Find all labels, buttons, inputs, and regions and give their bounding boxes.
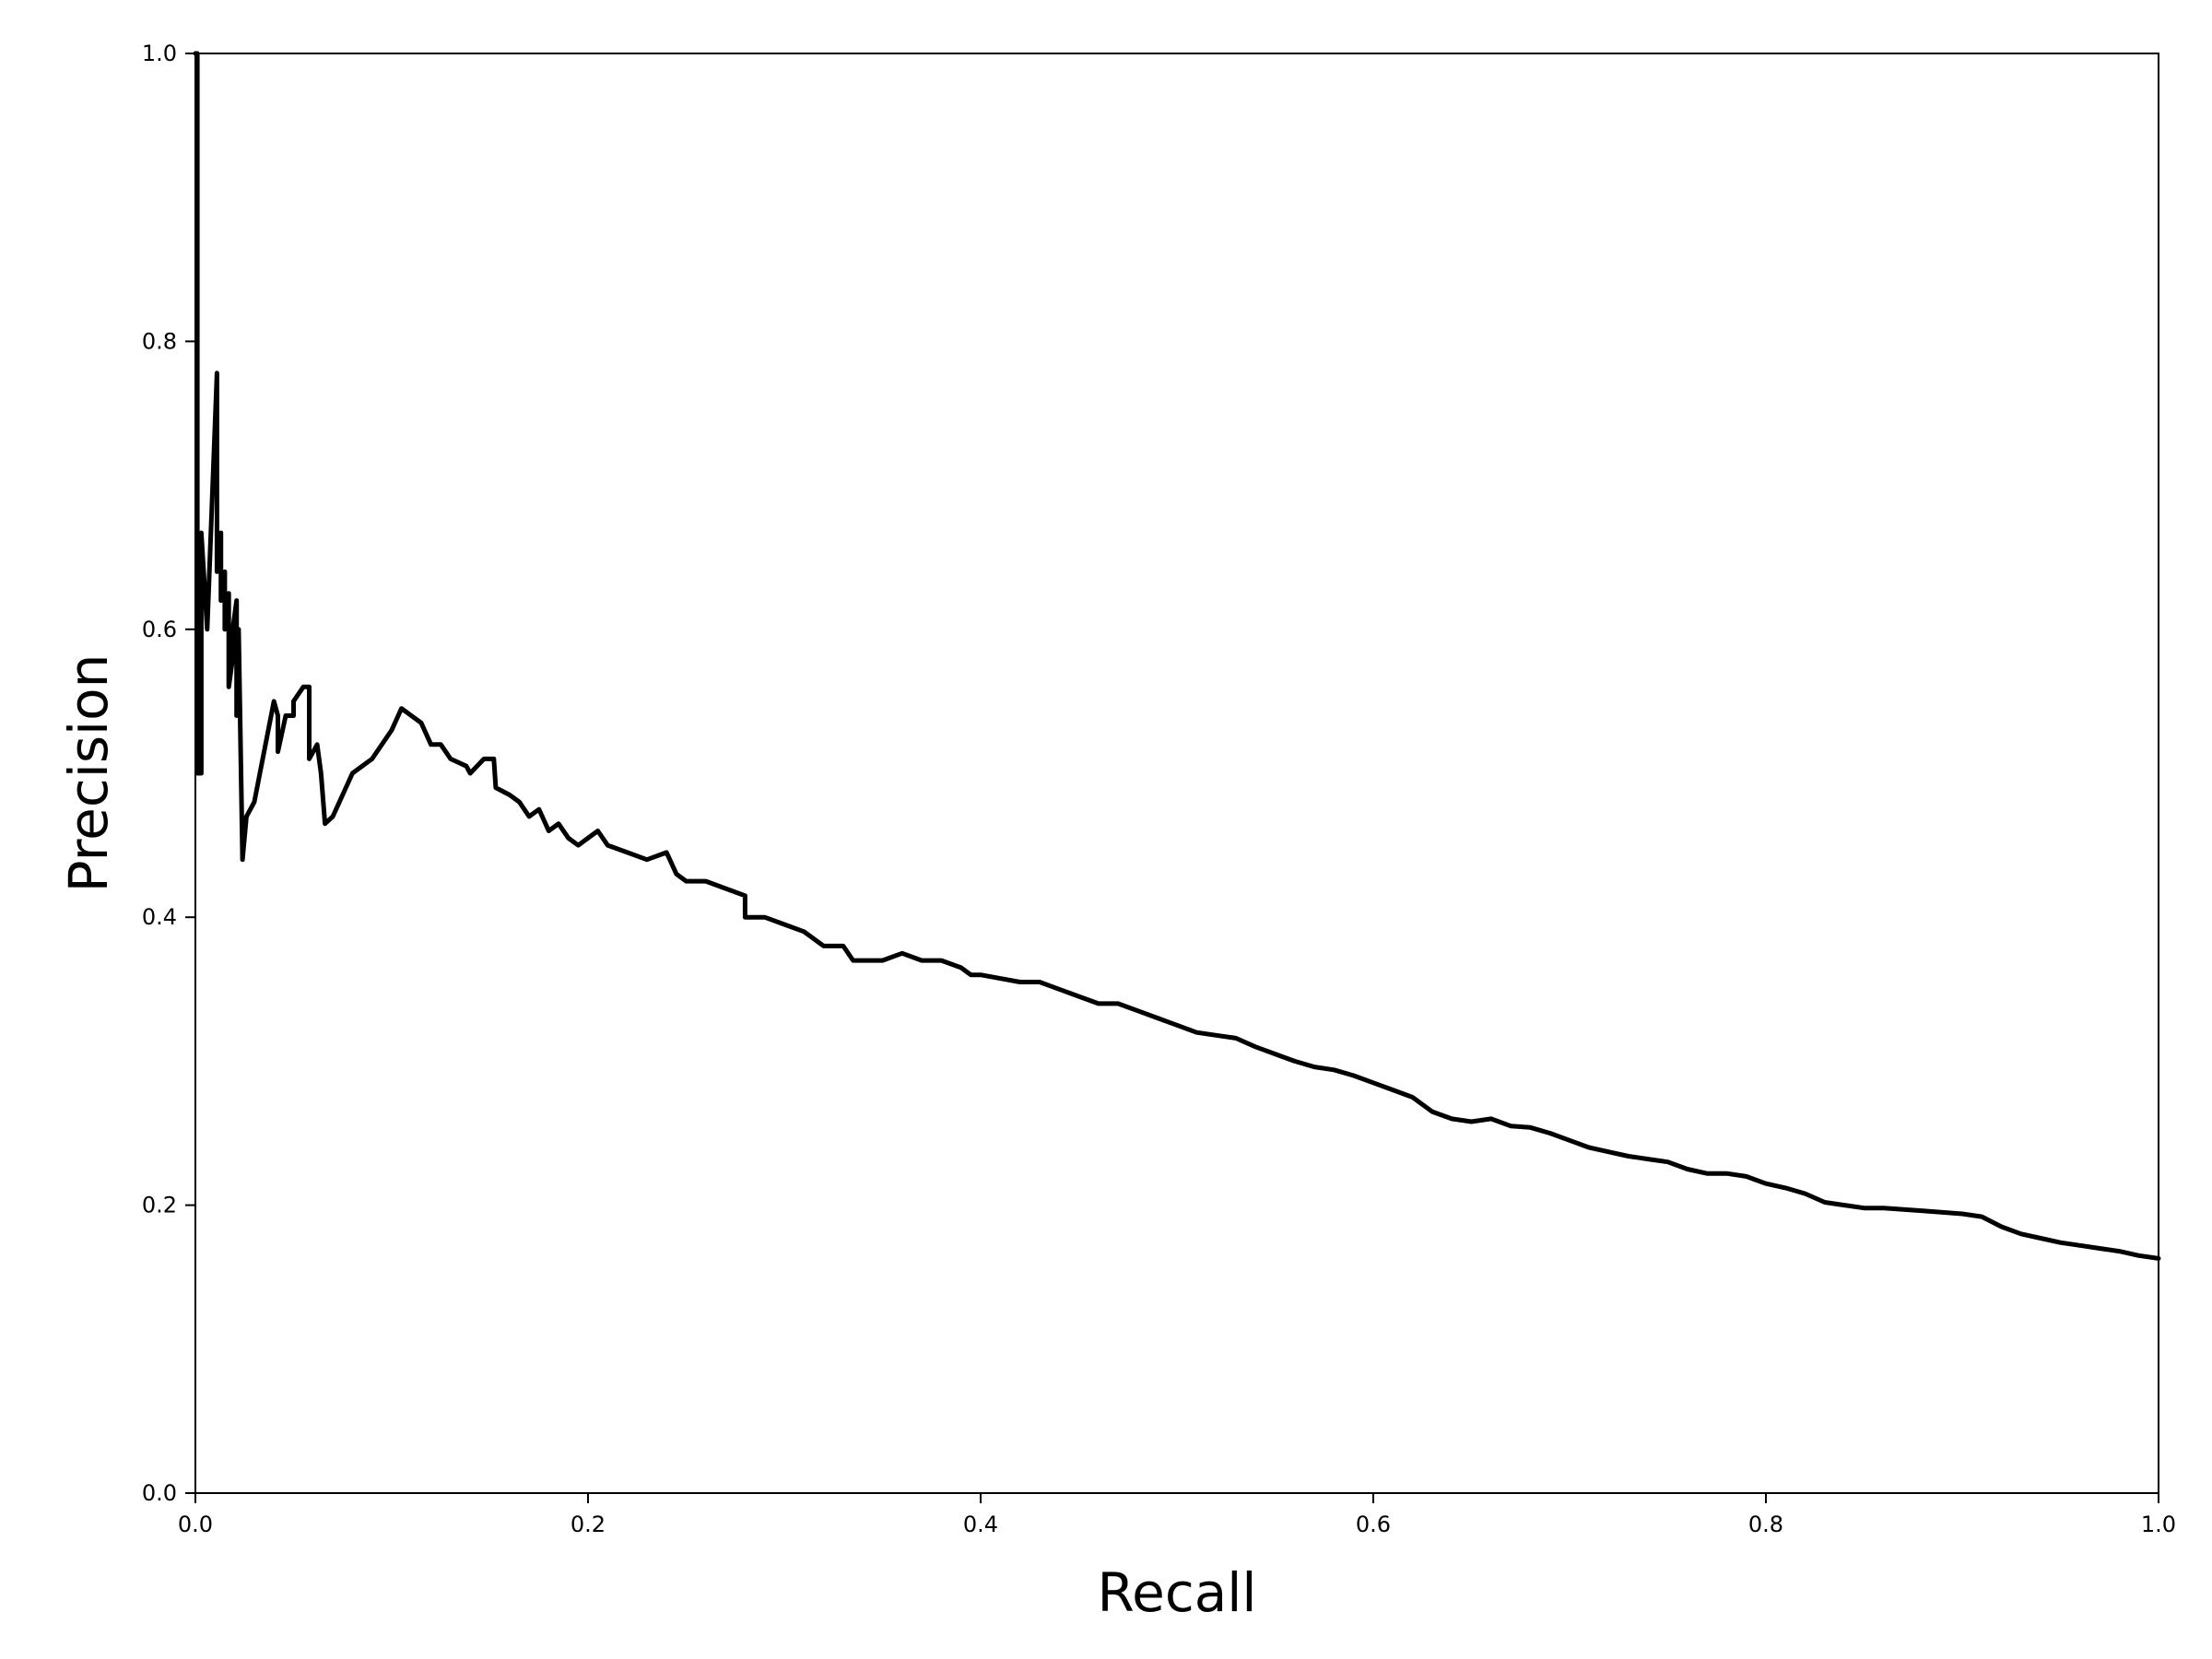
x-tick-label: 0.8: [1748, 1512, 1783, 1537]
y-tick-label: 0.6: [142, 617, 177, 642]
y-tick-label: 0.0: [142, 1480, 177, 1506]
x-tick-label: 0.4: [963, 1512, 998, 1537]
x-axis-ticks: 0.0 0.2 0.4 0.6 0.8 1.0: [178, 1493, 2176, 1537]
x-tick-label: 0.6: [1356, 1512, 1391, 1537]
series-line: [193, 51, 2161, 1261]
series-layer: [193, 51, 2161, 1261]
y-tick-label: 0.4: [142, 904, 177, 930]
x-axis-label: Recall: [1097, 1561, 1256, 1624]
y-tick-label: 0.2: [142, 1193, 177, 1218]
y-axis-ticks: 0.0 0.2 0.4 0.6 0.8 1.0: [142, 41, 195, 1506]
x-tick-label: 1.0: [2141, 1512, 2176, 1537]
y-tick-label: 0.8: [142, 328, 177, 354]
x-tick-label: 0.0: [178, 1512, 213, 1537]
y-tick-label: 1.0: [142, 41, 177, 66]
x-tick-label: 0.2: [571, 1512, 606, 1537]
y-axis-label: Precision: [57, 654, 120, 893]
plot-frame: [194, 53, 2159, 1494]
